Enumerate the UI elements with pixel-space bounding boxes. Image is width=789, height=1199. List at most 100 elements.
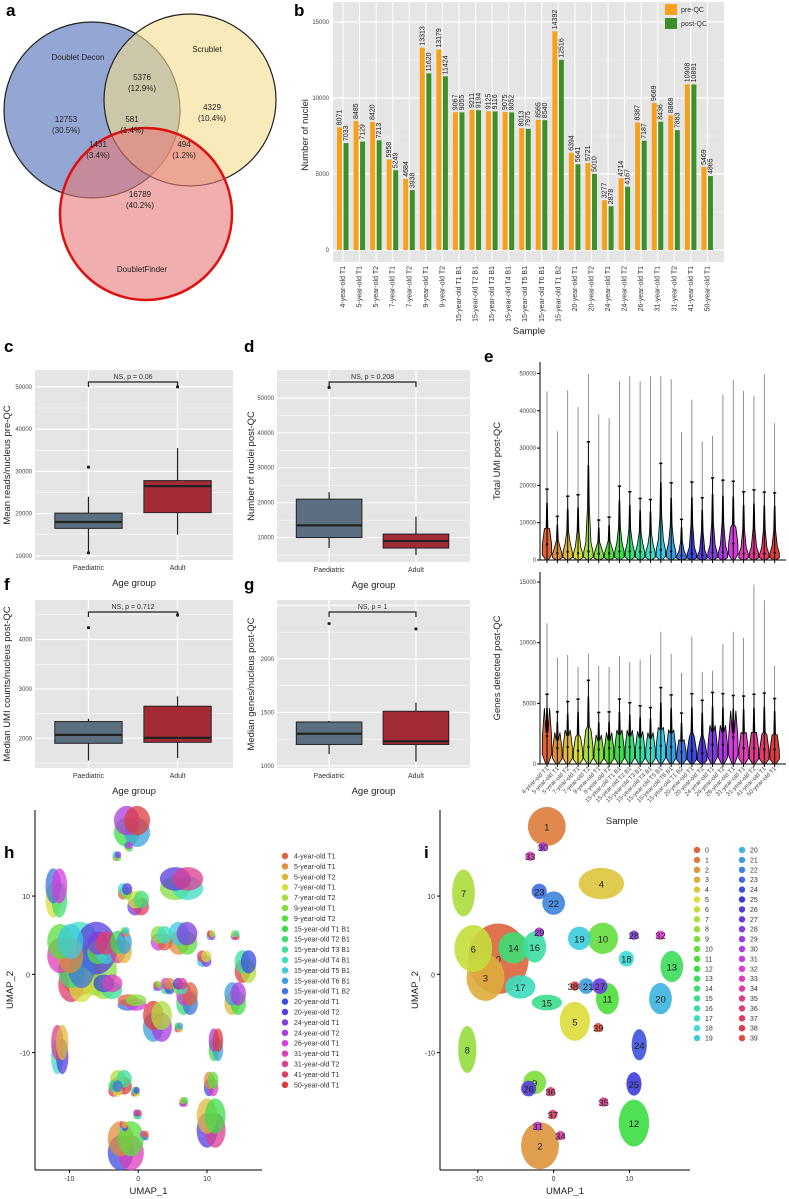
y-tick-label: 40000 xyxy=(519,409,536,415)
legend-swatch xyxy=(738,965,746,972)
bar-value-label: 8868 xyxy=(668,98,675,114)
umap-point-cloud xyxy=(115,851,122,859)
umap-cluster-cloud xyxy=(555,1130,565,1141)
x-tick-label: -10 xyxy=(473,1176,483,1183)
violin-median-point xyxy=(618,550,621,553)
legend-label: 5 xyxy=(705,897,709,904)
bar-post-qc xyxy=(575,164,581,250)
violin-median-point xyxy=(628,745,631,749)
cluster-label: 14 xyxy=(508,944,519,955)
legend-label: 15-year-old T1 B1 xyxy=(294,926,350,933)
legend-swatch xyxy=(693,995,701,1002)
legend-swatch xyxy=(693,1005,701,1012)
y-tick-label: 10000 xyxy=(519,521,536,527)
bar-value-label: 12516 xyxy=(558,38,565,58)
legend-swatch xyxy=(738,935,746,943)
y-tick-label: 30000 xyxy=(257,466,274,472)
panel-label-e: e xyxy=(484,347,493,366)
y-tick-label: 2000 xyxy=(261,657,275,663)
y-tick-label: 50000 xyxy=(15,385,32,391)
bar-value-label: 9055 xyxy=(459,95,466,111)
legend-swatch xyxy=(281,904,289,912)
y-tick-label: 5000 xyxy=(316,172,330,178)
bar-post-qc xyxy=(492,111,498,250)
legend-label: 24-year-old T2 xyxy=(294,1030,340,1037)
umap-point-cloud xyxy=(212,1028,224,1052)
violin-median-point xyxy=(701,553,704,557)
legend-label: 10 xyxy=(705,947,713,954)
y-tick-label: 0 xyxy=(533,762,537,768)
violin-median-point xyxy=(587,745,590,749)
y-tick-label: 3000 xyxy=(19,687,33,693)
box xyxy=(382,710,450,745)
umap-cluster-cloud xyxy=(626,1072,642,1096)
bar-value-label: 5469 xyxy=(701,149,708,165)
umap-cluster-cloud xyxy=(542,891,565,915)
umap-point-cloud xyxy=(176,1022,184,1030)
cluster-label: 37 xyxy=(548,1110,559,1121)
violin-median-point xyxy=(607,552,611,555)
umap-cluster-cloud xyxy=(525,851,535,861)
bar-pre-qc xyxy=(618,178,624,250)
legend-swatch xyxy=(693,886,701,893)
x-category-label: 50-year-old T1 xyxy=(704,266,711,312)
bar-value-label: 4167 xyxy=(625,169,632,185)
bar-value-label: 5958 xyxy=(386,142,393,158)
bar-pre-qc xyxy=(568,152,574,250)
violin-median-point xyxy=(566,745,569,749)
legend-swatch xyxy=(738,955,746,963)
boxplot-f: 2000 3000 4000 Paediatric Adult NS, p = 0.712… xyxy=(2,600,233,797)
legend-label: 7 xyxy=(705,917,709,924)
legend-swatch xyxy=(281,863,289,870)
panel-label-a: a xyxy=(6,1,16,20)
legend-swatch xyxy=(281,1060,289,1068)
legend-swatch xyxy=(665,18,677,29)
outlier-point xyxy=(86,551,91,555)
umap-cluster-cloud xyxy=(538,842,548,852)
legend-swatch xyxy=(738,1015,746,1022)
legend-label: 29 xyxy=(750,937,758,944)
y-tick-label: 5000 xyxy=(523,701,537,707)
cluster-label: 17 xyxy=(515,983,526,994)
bar-value-label: 9194 xyxy=(476,93,483,109)
umap-point-cloud xyxy=(142,1130,149,1138)
legend-label: 15-year-old T1 B2 xyxy=(294,989,350,996)
venn-count: 581 xyxy=(125,115,139,124)
legend-swatch xyxy=(281,852,289,860)
legend-swatch xyxy=(693,935,701,943)
legend-swatch xyxy=(738,975,746,982)
legend-label: pre-QC xyxy=(681,7,704,14)
x-category-label: Paediatric xyxy=(73,773,105,780)
legend-swatch xyxy=(693,965,701,972)
legend-swatch xyxy=(738,856,746,864)
x-category-label: 9-year-old T1 xyxy=(423,266,430,308)
bar-post-qc xyxy=(360,141,366,250)
box xyxy=(143,705,212,743)
legend-label: 20-year-old T1 xyxy=(294,999,340,1006)
bar-post-qc xyxy=(674,130,680,250)
bar-value-label: 11424 xyxy=(442,55,449,74)
bar-pre-qc xyxy=(386,159,392,250)
x-category-label: 7-year-old T2 xyxy=(406,266,413,308)
legend-swatch xyxy=(281,1040,289,1047)
violin-median-point xyxy=(576,749,580,752)
x-category-label: 15-year-old T3 B1 xyxy=(489,266,496,322)
umap-point-cloud xyxy=(230,982,247,1006)
violin-median-point xyxy=(690,552,694,555)
box xyxy=(54,512,123,529)
legend-label: 30 xyxy=(750,947,758,954)
legend-swatch xyxy=(665,4,677,15)
y-tick-label: 40000 xyxy=(257,431,274,437)
violin-median-point xyxy=(576,552,580,555)
significance-bracket xyxy=(87,381,179,387)
umap-cluster-cloud xyxy=(546,1087,556,1097)
bar-value-label: 7883 xyxy=(674,112,681,128)
legend-label: 37 xyxy=(750,1016,758,1023)
x-tick-label: 0 xyxy=(136,1176,140,1183)
legend-swatch xyxy=(738,846,746,854)
y-axis-title: Median UMI counts/nucleus post-QC xyxy=(2,606,13,761)
umap-cluster-cloud xyxy=(568,926,591,951)
venn-pct: (30.5%) xyxy=(52,126,80,135)
